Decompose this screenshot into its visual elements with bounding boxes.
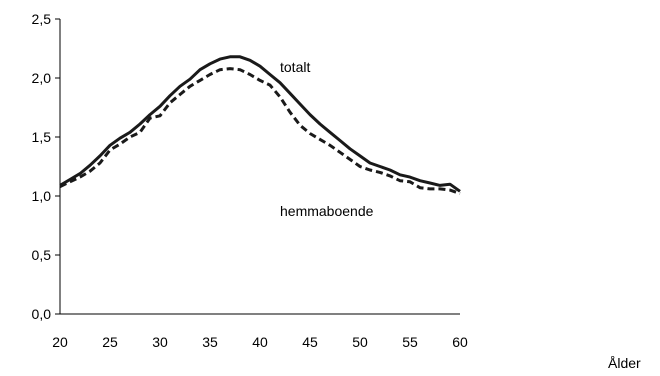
y-tick-label: 0,0 xyxy=(32,306,52,322)
series-label-hemmaboende: hemmaboende xyxy=(280,203,374,219)
y-tick-label: 2,5 xyxy=(32,11,52,27)
y-tick-label: 1,5 xyxy=(32,129,52,145)
x-axis-label: Ålder xyxy=(608,355,641,371)
x-tick-label: 25 xyxy=(102,334,118,350)
x-tick-label: 35 xyxy=(202,334,218,350)
y-tick-label: 0,5 xyxy=(32,247,52,263)
x-axis-ticks: 20 25 30 35 40 45 50 55 60 xyxy=(52,334,468,350)
x-tick-label: 60 xyxy=(452,334,468,350)
x-tick-label: 55 xyxy=(402,334,418,350)
x-tick-label: 40 xyxy=(252,334,268,350)
x-tick-label: 20 xyxy=(52,334,68,350)
series-group xyxy=(59,55,461,196)
x-tick-label: 45 xyxy=(302,334,318,350)
y-tick-label: 1,0 xyxy=(32,188,52,204)
series-line-totalt xyxy=(59,55,461,193)
y-tick-label: 2,0 xyxy=(32,70,52,86)
x-tick-label: 30 xyxy=(152,334,168,350)
series-line-hemmaboende xyxy=(59,67,461,196)
y-axis-ticks: 0,0 0,5 1,0 1,5 2,0 2,5 xyxy=(32,11,60,322)
series-label-totalt: totalt xyxy=(280,59,310,75)
x-tick-label: 50 xyxy=(352,334,368,350)
